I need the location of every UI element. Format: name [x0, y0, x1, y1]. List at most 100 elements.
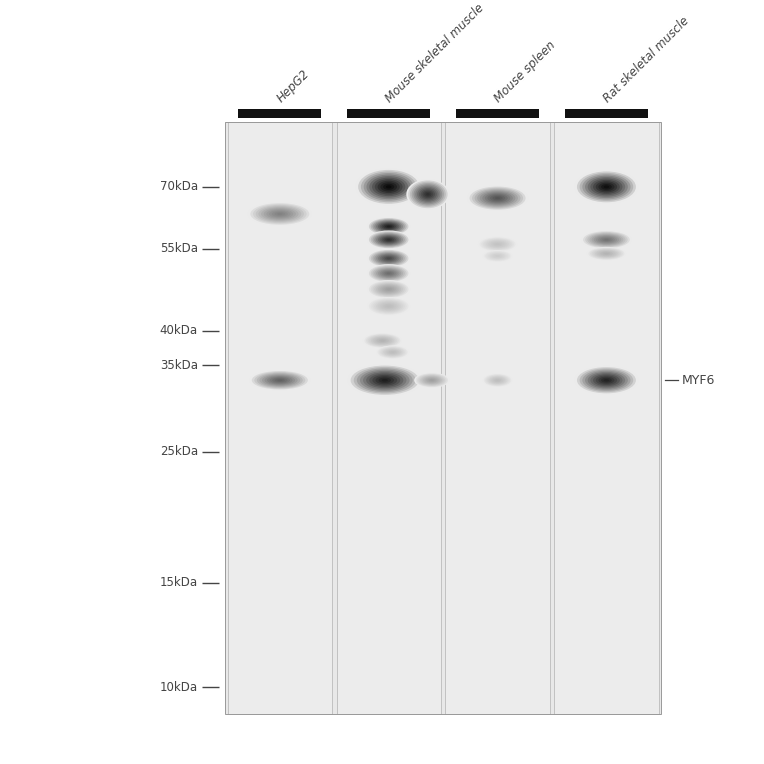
Ellipse shape — [485, 251, 510, 261]
Ellipse shape — [598, 377, 614, 384]
Ellipse shape — [483, 238, 512, 250]
Ellipse shape — [376, 345, 409, 359]
Ellipse shape — [493, 242, 503, 246]
Ellipse shape — [598, 237, 615, 243]
Ellipse shape — [369, 265, 409, 282]
Text: HepG2: HepG2 — [274, 68, 312, 105]
Ellipse shape — [378, 235, 400, 244]
Ellipse shape — [378, 254, 400, 263]
Ellipse shape — [260, 374, 300, 387]
Ellipse shape — [414, 373, 449, 388]
Text: 55kDa: 55kDa — [160, 242, 198, 255]
Ellipse shape — [373, 233, 405, 247]
Ellipse shape — [577, 171, 636, 202]
Ellipse shape — [381, 270, 396, 277]
Text: 25kDa: 25kDa — [160, 445, 198, 458]
Ellipse shape — [603, 252, 610, 254]
Text: 15kDa: 15kDa — [160, 577, 198, 590]
Ellipse shape — [374, 220, 403, 233]
Ellipse shape — [381, 303, 396, 309]
Ellipse shape — [426, 193, 429, 196]
Ellipse shape — [495, 255, 500, 257]
Ellipse shape — [354, 367, 416, 393]
Ellipse shape — [377, 338, 387, 342]
Ellipse shape — [376, 221, 401, 232]
Ellipse shape — [363, 371, 406, 390]
Ellipse shape — [267, 376, 293, 384]
Ellipse shape — [277, 213, 283, 215]
Ellipse shape — [377, 181, 400, 193]
Ellipse shape — [487, 194, 508, 202]
Ellipse shape — [387, 289, 390, 290]
Ellipse shape — [408, 180, 448, 208]
Ellipse shape — [493, 378, 503, 383]
Ellipse shape — [390, 351, 395, 353]
Ellipse shape — [384, 304, 394, 309]
Ellipse shape — [380, 254, 398, 262]
Ellipse shape — [387, 239, 390, 241]
Bar — [555, 122, 659, 714]
Ellipse shape — [604, 239, 609, 241]
Ellipse shape — [491, 377, 503, 383]
Ellipse shape — [372, 375, 397, 386]
Bar — [225, 122, 661, 714]
Ellipse shape — [593, 374, 620, 386]
Ellipse shape — [480, 238, 516, 251]
Ellipse shape — [380, 236, 398, 244]
Ellipse shape — [373, 251, 405, 265]
Ellipse shape — [481, 238, 514, 251]
Ellipse shape — [253, 204, 306, 224]
Ellipse shape — [385, 257, 392, 260]
Ellipse shape — [594, 249, 620, 258]
Ellipse shape — [373, 337, 392, 345]
Text: Rat skeletal muscle: Rat skeletal muscle — [601, 15, 692, 105]
Ellipse shape — [478, 189, 518, 206]
Ellipse shape — [358, 170, 419, 204]
Ellipse shape — [380, 340, 384, 342]
Ellipse shape — [604, 379, 609, 381]
Ellipse shape — [421, 189, 435, 199]
Ellipse shape — [580, 173, 633, 201]
Ellipse shape — [380, 303, 398, 310]
Ellipse shape — [270, 377, 290, 384]
Ellipse shape — [485, 374, 510, 386]
Ellipse shape — [416, 374, 448, 387]
Ellipse shape — [422, 376, 442, 384]
Ellipse shape — [406, 180, 449, 209]
Ellipse shape — [364, 334, 400, 348]
Ellipse shape — [425, 377, 439, 384]
Ellipse shape — [367, 217, 410, 236]
Ellipse shape — [371, 282, 406, 297]
Text: 35kDa: 35kDa — [160, 358, 198, 371]
Ellipse shape — [593, 180, 620, 194]
Ellipse shape — [585, 232, 628, 248]
Ellipse shape — [489, 253, 507, 260]
Ellipse shape — [582, 174, 630, 199]
Ellipse shape — [369, 176, 408, 198]
Ellipse shape — [496, 244, 499, 245]
Ellipse shape — [480, 191, 516, 206]
Ellipse shape — [430, 380, 433, 381]
Ellipse shape — [371, 251, 406, 266]
Ellipse shape — [377, 346, 408, 358]
Ellipse shape — [490, 377, 505, 384]
Ellipse shape — [467, 186, 528, 211]
Ellipse shape — [366, 335, 399, 347]
Ellipse shape — [248, 202, 312, 225]
Bar — [238, 109, 321, 118]
Ellipse shape — [378, 377, 391, 383]
Ellipse shape — [470, 186, 526, 209]
Ellipse shape — [256, 205, 304, 223]
Text: Mouse spleen: Mouse spleen — [492, 39, 558, 105]
Ellipse shape — [577, 367, 636, 393]
Ellipse shape — [374, 267, 403, 280]
Ellipse shape — [387, 306, 390, 307]
Ellipse shape — [376, 235, 401, 245]
Ellipse shape — [601, 252, 611, 255]
Ellipse shape — [376, 253, 401, 264]
Ellipse shape — [580, 368, 633, 392]
Ellipse shape — [274, 212, 285, 216]
Text: 70kDa: 70kDa — [160, 180, 198, 193]
Ellipse shape — [374, 252, 403, 264]
Ellipse shape — [272, 377, 287, 383]
